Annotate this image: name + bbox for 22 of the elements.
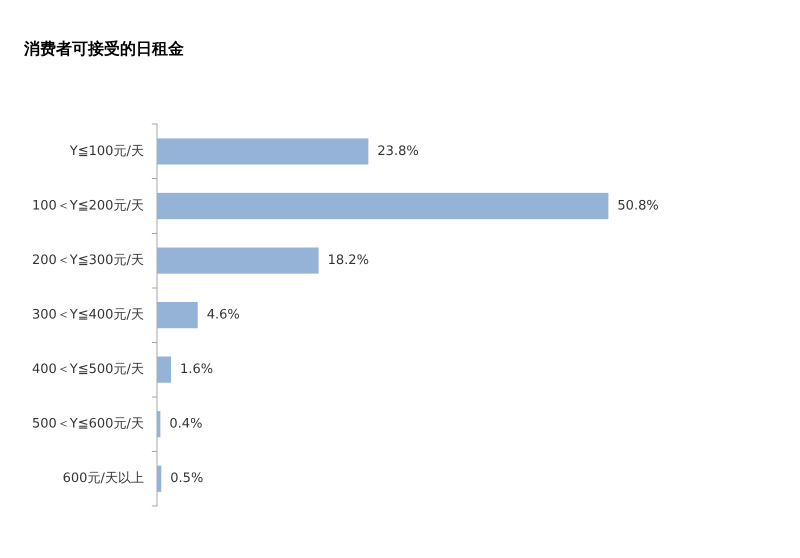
data-label: 50.8% bbox=[617, 198, 659, 214]
bar bbox=[156, 356, 172, 383]
y-tick-label: 500＜Y≦600元/天 bbox=[32, 416, 144, 432]
bar bbox=[156, 411, 160, 438]
data-label: 23.8% bbox=[377, 144, 419, 159]
bar bbox=[156, 466, 162, 492]
data-label: 0.4% bbox=[169, 416, 202, 432]
data-label: 18.2% bbox=[328, 252, 369, 268]
data-label: 1.6% bbox=[180, 362, 214, 378]
y-tick-label: 200＜Y≦300元/天 bbox=[32, 252, 144, 268]
bar bbox=[156, 138, 368, 165]
bar bbox=[156, 302, 198, 328]
data-label: 0.5% bbox=[170, 471, 204, 486]
y-tick-label: 600元/天以上 bbox=[62, 471, 144, 486]
bar bbox=[156, 192, 608, 220]
y-tick-label: 100＜Y≦200元/天 bbox=[32, 198, 144, 214]
bar bbox=[156, 247, 319, 274]
data-label: 4.6% bbox=[206, 307, 240, 322]
y-tick-label: 300＜Y≦400元/天 bbox=[32, 307, 144, 322]
y-tick-label: 400＜Y≦500元/天 bbox=[32, 362, 144, 378]
chart-title: 消费者可接受的日租金 bbox=[23, 38, 184, 58]
y-tick-label: Y≦100元/天 bbox=[68, 144, 144, 159]
